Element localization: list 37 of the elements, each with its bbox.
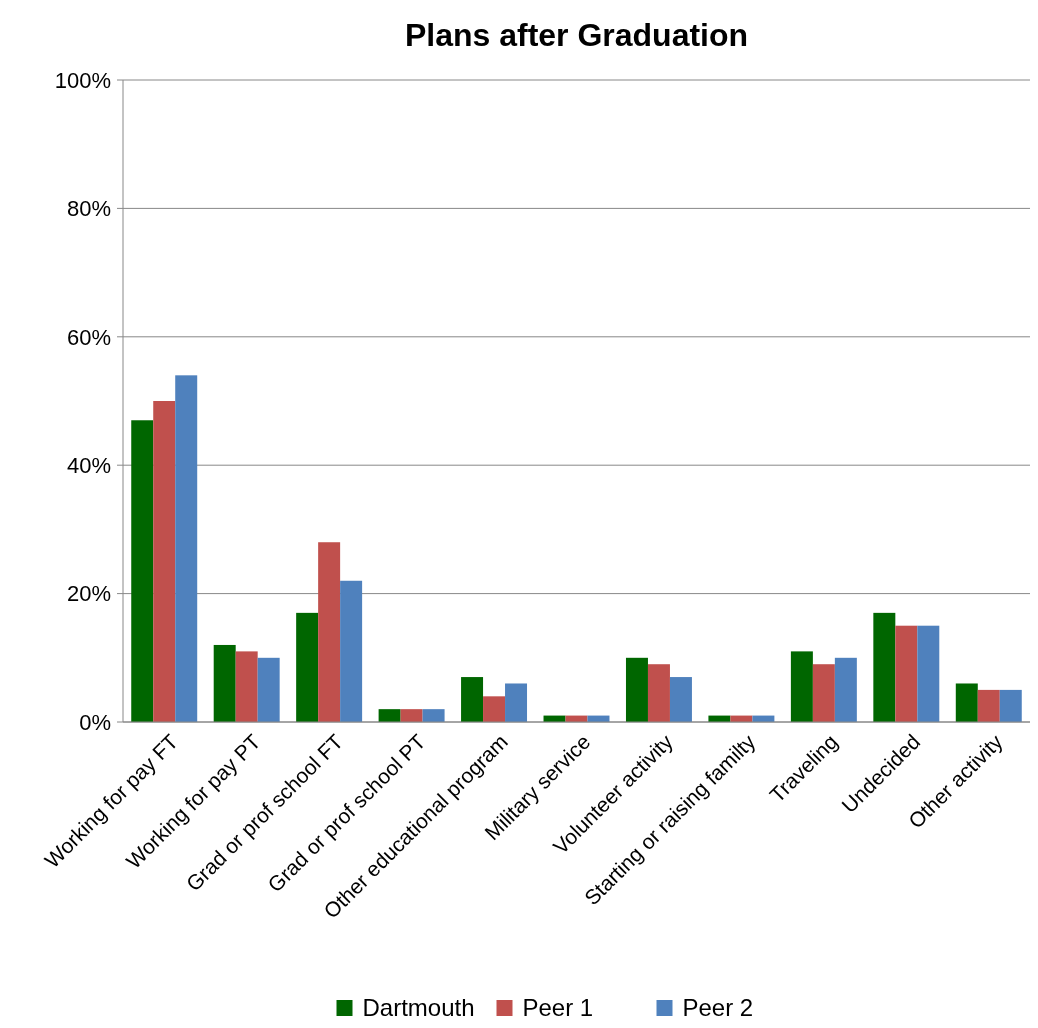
legend-label: Peer 1 xyxy=(522,994,594,1021)
bar xyxy=(895,625,918,722)
bar xyxy=(834,657,857,722)
bar xyxy=(505,683,528,722)
bar xyxy=(296,612,319,722)
y-tick-label: 0% xyxy=(79,709,111,735)
y-tick-label: 100% xyxy=(54,67,111,93)
y-tick-label: 40% xyxy=(66,452,111,478)
bar xyxy=(257,657,280,722)
legend-label: Peer 2 xyxy=(682,994,754,1021)
bar xyxy=(977,689,1000,722)
bar xyxy=(461,677,484,722)
bar xyxy=(483,696,506,722)
bar xyxy=(999,689,1022,722)
bar xyxy=(669,677,692,722)
bar xyxy=(175,375,198,722)
bar xyxy=(213,644,236,722)
legend-label: Dartmouth xyxy=(362,994,475,1021)
bar xyxy=(318,542,341,722)
bar xyxy=(378,709,401,722)
y-tick-label: 60% xyxy=(66,324,111,350)
bar xyxy=(131,420,154,722)
y-tick-label: 80% xyxy=(66,196,111,222)
bar xyxy=(235,651,258,722)
bar xyxy=(400,709,423,722)
bar xyxy=(153,401,176,722)
bar xyxy=(812,664,835,722)
bar xyxy=(955,683,978,722)
bar xyxy=(917,625,940,722)
bar xyxy=(625,657,648,722)
y-tick-label: 20% xyxy=(66,581,111,607)
bar xyxy=(873,612,896,722)
bar xyxy=(340,580,363,722)
chart-title: Plans after Graduation xyxy=(404,17,749,53)
bar xyxy=(790,651,813,722)
bar xyxy=(422,709,445,722)
bar xyxy=(647,664,670,722)
